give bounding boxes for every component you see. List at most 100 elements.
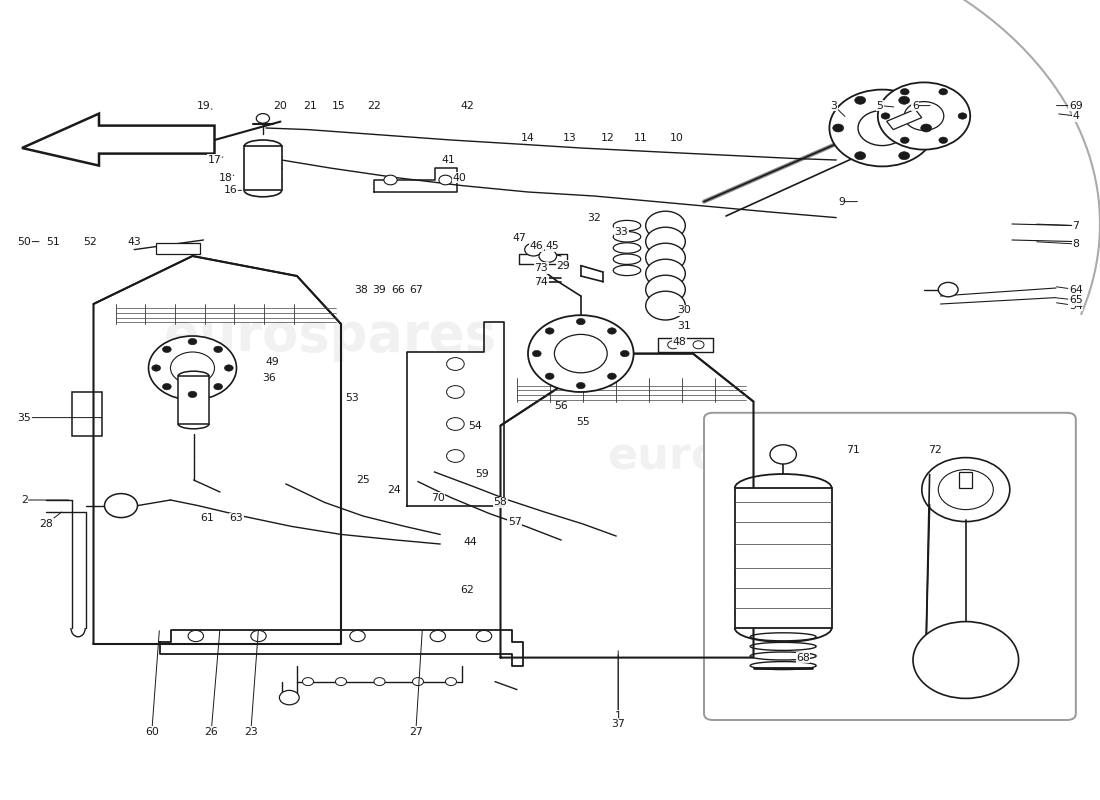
Text: 73: 73 — [535, 263, 548, 273]
Text: 4: 4 — [1072, 111, 1079, 121]
Circle shape — [900, 89, 910, 95]
Text: 12: 12 — [601, 133, 614, 142]
Circle shape — [899, 96, 910, 104]
Circle shape — [213, 346, 222, 353]
Circle shape — [855, 152, 866, 160]
Text: 39: 39 — [373, 285, 386, 294]
Circle shape — [104, 494, 138, 518]
Text: 23: 23 — [244, 727, 257, 737]
Bar — [735, 488, 832, 628]
Text: 21: 21 — [304, 101, 317, 110]
Text: 57: 57 — [508, 517, 521, 526]
Circle shape — [913, 622, 1019, 698]
Text: 55: 55 — [576, 418, 590, 427]
Circle shape — [693, 341, 704, 349]
Text: 24: 24 — [387, 485, 400, 494]
Bar — [244, 146, 282, 190]
Circle shape — [620, 350, 629, 357]
Text: 9: 9 — [838, 197, 845, 206]
Circle shape — [447, 450, 464, 462]
FancyBboxPatch shape — [704, 413, 1076, 720]
Text: 50: 50 — [18, 237, 31, 246]
Circle shape — [646, 227, 685, 256]
Circle shape — [336, 678, 346, 686]
Text: 2: 2 — [21, 495, 28, 505]
Circle shape — [881, 113, 890, 119]
Text: 47: 47 — [513, 234, 526, 243]
Text: 70: 70 — [431, 493, 444, 502]
Text: 22: 22 — [367, 101, 381, 110]
Circle shape — [170, 352, 214, 384]
Text: 41: 41 — [442, 155, 455, 165]
Text: 60: 60 — [145, 727, 158, 737]
Text: 66: 66 — [392, 285, 405, 294]
Circle shape — [607, 373, 616, 379]
Text: 72: 72 — [928, 445, 942, 454]
Circle shape — [279, 690, 299, 705]
Text: 68: 68 — [796, 653, 810, 662]
Text: 62: 62 — [461, 586, 474, 595]
Circle shape — [554, 334, 607, 373]
Circle shape — [532, 350, 541, 357]
Circle shape — [576, 318, 585, 325]
Circle shape — [576, 382, 585, 389]
Text: 27: 27 — [409, 727, 422, 737]
Polygon shape — [22, 114, 215, 166]
Circle shape — [938, 89, 947, 95]
Bar — [887, 110, 922, 130]
Text: 51: 51 — [46, 237, 59, 246]
Circle shape — [163, 383, 172, 390]
Circle shape — [668, 341, 679, 349]
Text: 14: 14 — [521, 133, 535, 142]
Text: 25: 25 — [356, 475, 370, 485]
Circle shape — [447, 418, 464, 430]
Circle shape — [148, 336, 236, 400]
Bar — [959, 472, 972, 488]
Text: 54: 54 — [469, 421, 482, 430]
Circle shape — [188, 338, 197, 345]
Circle shape — [770, 445, 796, 464]
Circle shape — [188, 391, 197, 398]
Text: 19: 19 — [197, 101, 210, 110]
Circle shape — [546, 373, 554, 379]
Circle shape — [855, 96, 866, 104]
Circle shape — [829, 90, 935, 166]
Circle shape — [899, 152, 910, 160]
Text: 43: 43 — [128, 237, 141, 246]
Circle shape — [188, 630, 204, 642]
Circle shape — [546, 328, 554, 334]
Circle shape — [430, 630, 446, 642]
Text: 52: 52 — [84, 237, 97, 246]
Text: 18: 18 — [219, 173, 232, 182]
Text: 31: 31 — [678, 322, 691, 331]
Circle shape — [878, 82, 970, 150]
Circle shape — [350, 630, 365, 642]
Text: 15: 15 — [332, 101, 345, 110]
Circle shape — [646, 243, 685, 272]
Circle shape — [374, 678, 385, 686]
Text: 8: 8 — [1072, 239, 1079, 249]
Text: 34: 34 — [1069, 301, 1082, 310]
Text: 20: 20 — [274, 101, 287, 110]
Text: 38: 38 — [354, 285, 367, 294]
Bar — [156, 243, 200, 254]
Text: 3: 3 — [830, 101, 837, 110]
Text: 45: 45 — [546, 242, 559, 251]
Text: 64: 64 — [1069, 285, 1082, 294]
Circle shape — [922, 458, 1010, 522]
Circle shape — [539, 250, 557, 262]
Circle shape — [251, 630, 266, 642]
Text: 59: 59 — [475, 469, 488, 478]
Text: 28: 28 — [40, 519, 53, 529]
Circle shape — [447, 358, 464, 370]
Text: 35: 35 — [18, 413, 31, 422]
Circle shape — [904, 102, 944, 130]
Text: 58: 58 — [494, 498, 507, 507]
Circle shape — [412, 678, 424, 686]
Circle shape — [646, 275, 685, 304]
Text: 10: 10 — [670, 133, 683, 142]
Bar — [178, 376, 209, 424]
Circle shape — [439, 175, 452, 185]
Circle shape — [938, 282, 958, 297]
Circle shape — [921, 124, 932, 132]
